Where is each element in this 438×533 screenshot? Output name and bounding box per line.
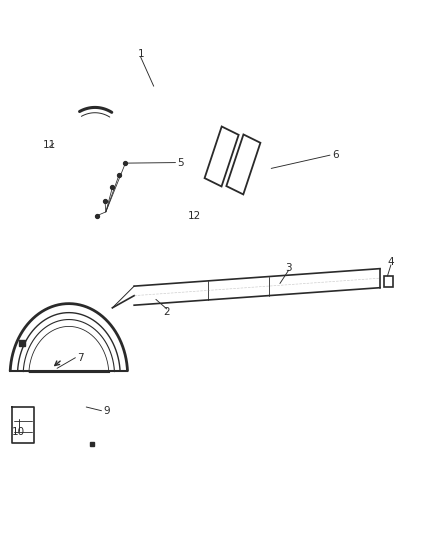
Text: 3: 3 (285, 263, 292, 272)
Text: 10: 10 (12, 427, 25, 437)
Text: 6: 6 (332, 150, 339, 160)
Bar (226, 134, 261, 195)
Text: 9: 9 (104, 406, 110, 416)
Text: 2: 2 (163, 306, 170, 317)
Text: 4: 4 (388, 257, 394, 267)
Text: 7: 7 (78, 353, 84, 362)
Text: 12: 12 (187, 211, 201, 221)
Bar (205, 126, 239, 187)
Bar (385, 276, 393, 287)
Text: 5: 5 (178, 158, 184, 167)
Text: 11: 11 (43, 140, 56, 150)
Text: 1: 1 (138, 50, 144, 59)
